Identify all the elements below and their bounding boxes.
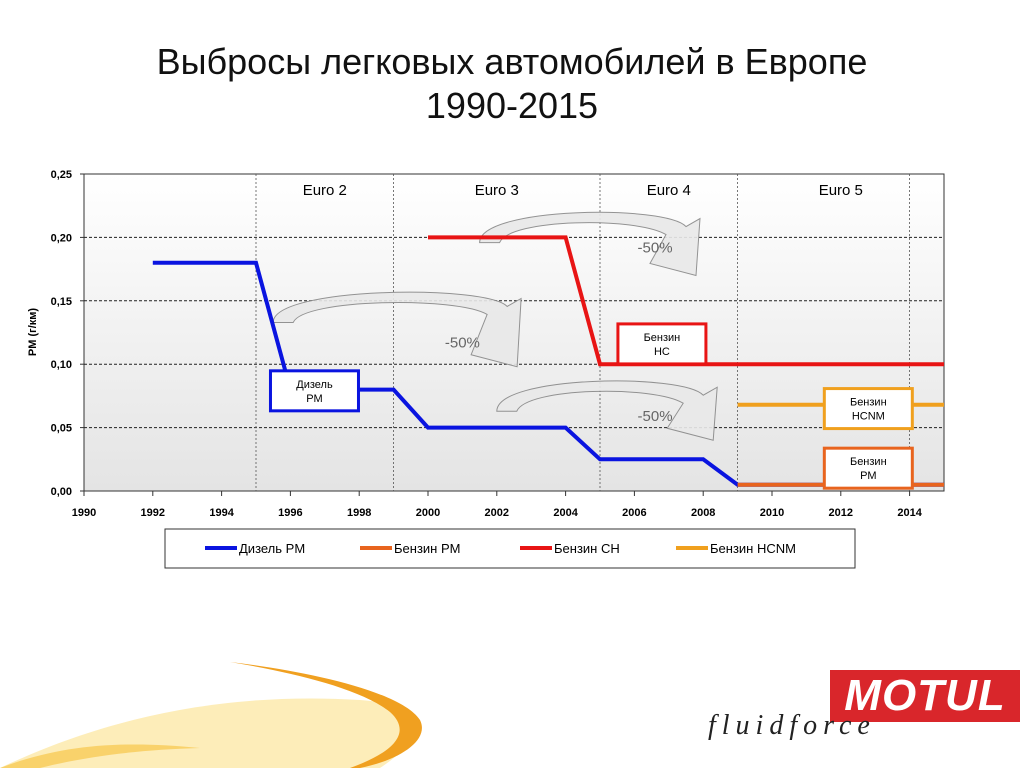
era-label: Euro 3 [475,182,519,199]
x-tick-label: 1992 [141,507,165,519]
era-label: Euro 2 [303,182,347,199]
motul-logo: MOTUL [844,671,1006,720]
title-line-2: 1990-2015 [425,85,599,126]
y-tick-label: 0,15 [51,296,72,308]
brand-tagline: fluidforce [708,710,876,741]
reduction-annotation: -50% [445,334,480,351]
x-tick-label: 1994 [209,507,234,519]
reduction-arrow [272,291,522,368]
reduction-arrow [496,380,718,441]
era-label: Euro 5 [819,182,863,199]
x-tick-label: 1996 [278,507,302,519]
legend-entry: Бензин HCNM [710,541,796,556]
title-line-1: Выбросы легковых автомобилей в Европе [156,41,868,82]
reduction-arrow [479,211,701,277]
x-tick-label: 2008 [691,507,715,519]
series-label-line1: Дизель [296,379,333,391]
series-label-line1: Бензин [850,397,887,409]
emissions-chart: Euro 2 Euro 3 Euro 4 Euro 5 -50% -50% -50% 0,… [27,169,945,569]
legend-box [164,528,856,569]
series-label-line1: Бензин [850,456,887,468]
series-line [152,260,944,487]
x-tick-label: 2012 [829,507,853,519]
x-tick-label: 2000 [416,507,440,519]
swoosh-decoration [0,662,422,768]
series-label-line1: Бензин [644,332,681,344]
y-tick-label: 0,20 [51,232,72,244]
reduction-annotation: -50% [638,408,673,425]
y-tick-label: 0,00 [51,486,72,498]
x-tick-label: 1990 [72,507,96,519]
slide-title: Выбросы легковых автомобилей в Европе 19… [0,40,1024,128]
series-label-box [268,369,360,413]
y-tick-label: 0,25 [51,169,72,181]
motul-logo-box [830,670,1020,722]
series-label-line2: HCNM [852,411,885,423]
era-label: Euro 4 [647,182,691,199]
x-tick-label: 2010 [760,507,784,519]
series-label-box [822,387,914,431]
series-line [428,235,944,367]
x-tick-label: 2002 [485,507,509,519]
legend-entry: Дизель PM [239,541,305,556]
series-label-box [822,446,914,490]
series-label-line2: PM [860,470,877,482]
series-label-line2: HC [654,346,670,358]
legend-entry: Бензин PM [394,541,460,556]
x-tick-label: 2006 [622,507,646,519]
reduction-annotation: -50% [638,239,673,256]
y-axis-label: PM (г/км) [27,308,39,356]
x-tick-label: 2004 [553,507,578,519]
y-tick-label: 0,05 [51,423,72,435]
series-label-box [616,322,708,366]
series-label-line2: PM [306,393,323,405]
y-tick-label: 0,10 [51,359,72,371]
x-tick-label: 2014 [897,507,922,519]
legend-entry: Бензин CH [554,541,620,556]
x-tick-label: 1998 [347,507,371,519]
